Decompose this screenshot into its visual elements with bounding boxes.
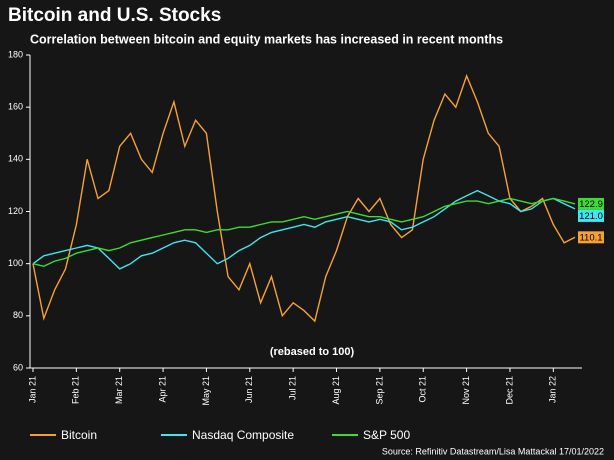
x-tick-label: Jun 21	[244, 376, 254, 403]
annotation: (rebased to 100)	[270, 346, 355, 358]
chart-title: Bitcoin and U.S. Stocks	[8, 5, 221, 26]
x-tick-label: Sep 21	[374, 376, 384, 405]
x-tick-label: Nov 21	[461, 376, 471, 405]
line-series	[32, 197, 576, 268]
y-tick-label: 80	[13, 310, 23, 320]
y-tick-label: 60	[13, 362, 23, 372]
end-label-box	[578, 231, 604, 244]
x-tick-label: Jan 21	[27, 376, 37, 403]
x-tick-label: Feb 21	[71, 376, 81, 404]
legend-label: Nasdaq Composite	[192, 428, 294, 442]
y-tick-label: 160	[8, 102, 23, 112]
source: Source: Refinitiv Datastream/Lisa Mattac…	[382, 446, 604, 456]
legend-label: Bitcoin	[61, 428, 97, 442]
x-tick-label: Jan 22	[548, 376, 558, 403]
x-tick-label: Oct 21	[418, 376, 428, 403]
end-label-box	[578, 197, 604, 210]
y-tick-label: 120	[8, 206, 23, 216]
end-label: 110.1	[579, 232, 602, 243]
x-tick-label: Mar 21	[114, 376, 124, 404]
end-label: 122.9	[579, 199, 603, 210]
legend-label: S&P 500	[363, 428, 410, 442]
chart-subtitle: Correlation between bitcoin and equity m…	[30, 32, 503, 46]
x-tick-label: Jul 21	[288, 376, 298, 400]
y-tick-label: 100	[8, 258, 23, 268]
x-tick-label: May 21	[201, 376, 211, 406]
x-tick-label: Aug 21	[331, 376, 341, 405]
y-tick-label: 140	[8, 154, 23, 164]
y-tick-label: 180	[8, 49, 23, 59]
x-tick-label: Dec 21	[504, 376, 514, 405]
line-series	[32, 73, 576, 323]
end-label: 121.0	[579, 211, 603, 222]
x-tick-label: Apr 21	[157, 376, 167, 403]
end-label-box	[578, 209, 604, 222]
line-series	[32, 189, 576, 270]
